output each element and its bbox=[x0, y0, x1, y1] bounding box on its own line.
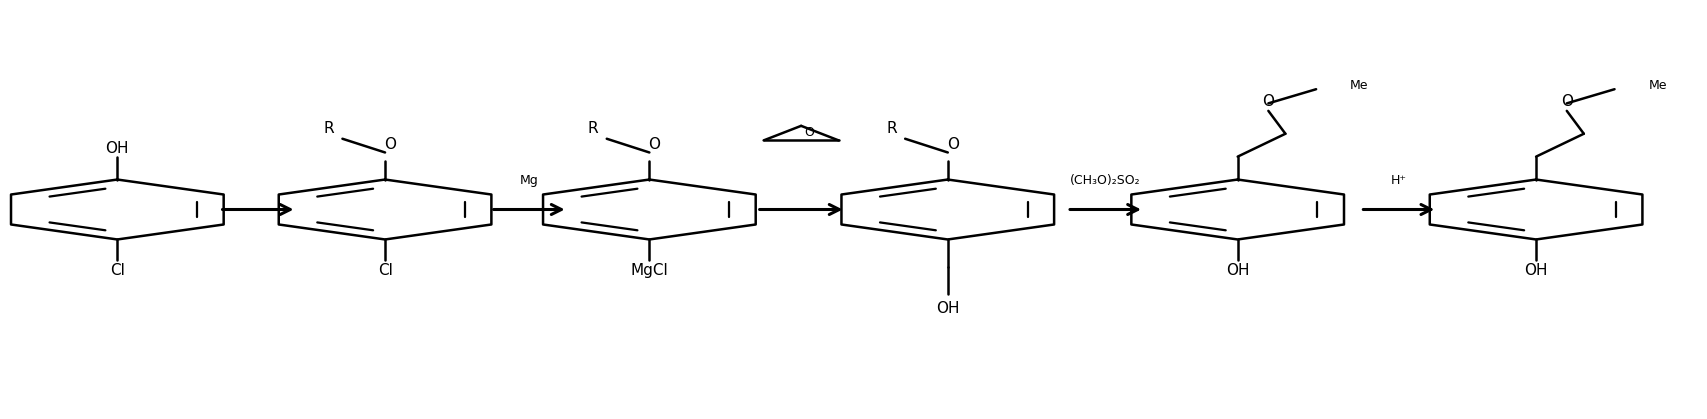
Text: O: O bbox=[1261, 94, 1273, 109]
Text: Cl: Cl bbox=[377, 263, 393, 278]
Text: O: O bbox=[1560, 94, 1572, 109]
Text: (CH₃O)₂SO₂: (CH₃O)₂SO₂ bbox=[1070, 174, 1140, 187]
Text: OH: OH bbox=[106, 141, 130, 156]
Text: OH: OH bbox=[1226, 263, 1250, 278]
Text: R: R bbox=[587, 121, 597, 136]
Text: O: O bbox=[946, 137, 958, 152]
Text: Me: Me bbox=[1647, 78, 1666, 91]
Text: H⁺: H⁺ bbox=[1389, 174, 1407, 187]
Text: O: O bbox=[804, 127, 814, 140]
Text: Mg: Mg bbox=[519, 174, 538, 187]
Text: MgCl: MgCl bbox=[630, 263, 667, 278]
Text: O: O bbox=[649, 137, 661, 152]
Text: OH: OH bbox=[1523, 263, 1547, 278]
Text: R: R bbox=[886, 121, 896, 136]
Text: O: O bbox=[384, 137, 396, 152]
Text: Me: Me bbox=[1350, 78, 1367, 91]
Text: Cl: Cl bbox=[109, 263, 125, 278]
Text: R: R bbox=[323, 121, 335, 136]
Text: OH: OH bbox=[935, 301, 959, 316]
